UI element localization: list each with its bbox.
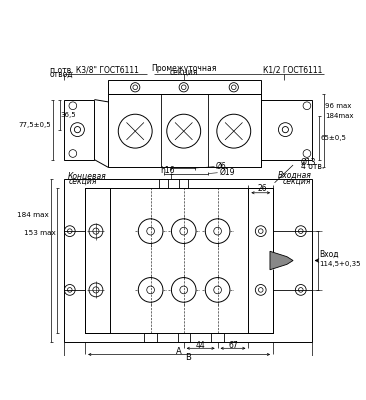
Text: секция: секция — [283, 177, 311, 186]
Polygon shape — [270, 251, 293, 270]
Text: B: B — [184, 353, 191, 362]
Text: 96 max: 96 max — [325, 103, 351, 109]
Bar — [108, 80, 261, 94]
Text: Вход: Вход — [319, 250, 339, 259]
Bar — [159, 179, 168, 188]
Bar — [64, 179, 311, 342]
Text: 184 max: 184 max — [17, 212, 49, 218]
Bar — [249, 188, 273, 333]
Text: Ø6: Ø6 — [216, 162, 227, 171]
Text: 114,5+0,35: 114,5+0,35 — [319, 261, 361, 266]
Bar — [85, 188, 273, 333]
Bar — [212, 333, 224, 342]
Text: h16: h16 — [160, 166, 175, 175]
Text: 153 max: 153 max — [24, 230, 56, 236]
Bar — [64, 100, 94, 160]
Text: Промежуточная: Промежуточная — [151, 64, 216, 72]
Text: 65±0,5: 65±0,5 — [321, 135, 347, 141]
Text: Входная: Входная — [278, 171, 311, 180]
Bar — [108, 94, 261, 167]
Text: отвод: отвод — [50, 70, 73, 79]
Text: К1/2 ГОСТ6111: К1/2 ГОСТ6111 — [263, 65, 322, 74]
Text: 67: 67 — [228, 341, 238, 350]
Text: A: A — [176, 347, 182, 356]
Bar — [179, 179, 188, 188]
Text: 44: 44 — [196, 341, 206, 350]
Bar — [145, 333, 157, 342]
Text: Ø19: Ø19 — [220, 168, 235, 177]
Text: секция: секция — [68, 177, 97, 186]
Text: 26: 26 — [257, 184, 267, 194]
Bar — [178, 333, 190, 342]
Text: п.отв. К3/8" ГОСТ6111: п.отв. К3/8" ГОСТ6111 — [50, 65, 139, 74]
Text: Ø13: Ø13 — [301, 158, 316, 166]
Text: Концевая: Концевая — [68, 171, 107, 180]
Text: 77,5±0,5: 77,5±0,5 — [19, 122, 51, 128]
Text: 4 отв.: 4 отв. — [301, 162, 324, 171]
Bar — [261, 100, 311, 160]
Text: секция: секция — [169, 68, 198, 77]
Bar — [85, 188, 110, 333]
Text: 36,5: 36,5 — [60, 112, 76, 118]
Text: 184max: 184max — [325, 113, 354, 119]
